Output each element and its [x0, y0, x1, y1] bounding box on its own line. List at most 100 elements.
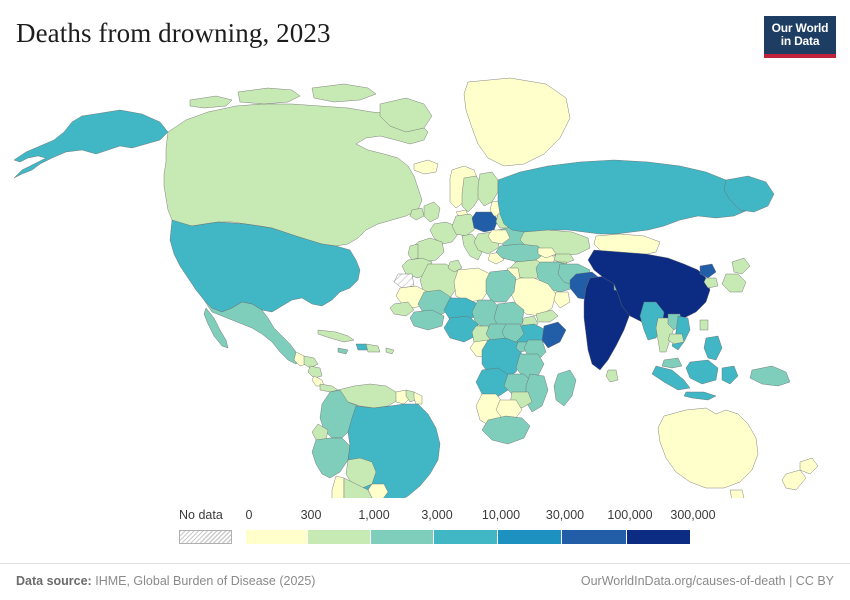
country-libya[interactable]	[454, 268, 490, 302]
country-indonesia-java[interactable]	[684, 392, 716, 400]
country-papua-new-guinea[interactable]	[750, 366, 790, 386]
legend-bin-6[interactable]	[627, 530, 690, 544]
country-somalia[interactable]	[542, 322, 566, 348]
country-cambodia[interactable]	[668, 334, 684, 344]
country-new-zealand-north[interactable]	[800, 458, 818, 474]
legend-tick-3: 3,000	[421, 508, 453, 522]
owid-logo[interactable]: Our World in Data	[764, 16, 836, 58]
country-senegal-guinea[interactable]	[390, 302, 414, 316]
chart-footer: Data source: IHME, Global Burden of Dise…	[0, 563, 850, 600]
country-peru[interactable]	[312, 438, 350, 478]
country-kyrgyzstan[interactable]	[554, 254, 574, 264]
country-malaysia[interactable]	[662, 358, 682, 368]
country-indonesia-sumatra[interactable]	[652, 366, 690, 390]
world-map[interactable]	[0, 74, 850, 498]
legend-tick-6: 100,000	[607, 508, 653, 522]
country-germany[interactable]	[452, 214, 476, 236]
country-dominican-republic[interactable]	[366, 344, 380, 352]
country-united-kingdom[interactable]	[424, 202, 440, 222]
data-source-label: Data source:	[16, 574, 92, 588]
country-oman[interactable]	[554, 292, 570, 308]
country-chile[interactable]	[326, 476, 344, 498]
country-puerto-rico[interactable]	[386, 348, 394, 354]
legend-tick-0: 0	[245, 508, 253, 522]
country-united-states[interactable]	[170, 220, 360, 312]
country-argentina[interactable]	[336, 478, 378, 498]
country-north-korea[interactable]	[700, 264, 716, 278]
country-new-zealand-south[interactable]	[782, 470, 806, 490]
country-nigeria[interactable]	[444, 316, 478, 342]
map-legend: No data 0 300 1,000 3,000 10,000 30,000 …	[0, 508, 850, 552]
country-iceland[interactable]	[414, 160, 438, 174]
legend-tick-2: 1,000	[358, 508, 390, 522]
country-mozambique[interactable]	[526, 374, 548, 412]
country-canada-arctic-2[interactable]	[312, 84, 376, 102]
country-finland[interactable]	[478, 172, 498, 206]
country-indonesia-borneo[interactable]	[686, 360, 718, 384]
legend-bin-0[interactable]	[246, 530, 308, 544]
country-yemen[interactable]	[536, 310, 558, 322]
map-countries-layer[interactable]	[14, 78, 818, 498]
country-western-sahara[interactable]	[394, 274, 414, 288]
country-greenland[interactable]	[464, 78, 570, 166]
country-japan[interactable]	[732, 258, 750, 274]
country-france[interactable]	[430, 222, 458, 244]
data-source-value: IHME, Global Burden of Disease (2025)	[95, 574, 316, 588]
chart-header: Deaths from drowning, 2023 Our World in …	[0, 12, 850, 72]
country-honduras[interactable]	[304, 356, 318, 368]
legend-bin-4[interactable]	[498, 530, 562, 544]
country-angola[interactable]	[476, 368, 510, 398]
country-georgia-armenia-azerbaijan[interactable]	[538, 248, 556, 258]
country-south-sudan[interactable]	[502, 324, 524, 342]
legend-labels: No data 0 300 1,000 3,000 10,000 30,000 …	[0, 508, 850, 526]
legend-tick-1: 300	[300, 508, 322, 522]
legend-tick-7: 300,000	[670, 508, 716, 522]
country-nicaragua[interactable]	[308, 366, 322, 378]
country-russia[interactable]	[498, 160, 752, 234]
legend-tick-4: 10,000	[481, 508, 521, 522]
country-guatemala[interactable]	[294, 352, 306, 366]
country-ivory-coast-ghana[interactable]	[410, 310, 444, 330]
country-romania[interactable]	[488, 230, 510, 244]
country-jamaica[interactable]	[338, 348, 348, 354]
country-french-guiana[interactable]	[414, 392, 422, 404]
country-cuba[interactable]	[318, 330, 354, 342]
country-suriname[interactable]	[406, 390, 416, 402]
legend-bins[interactable]	[246, 530, 690, 544]
country-italy[interactable]	[462, 234, 482, 260]
country-south-korea[interactable]	[704, 278, 718, 288]
country-portugal[interactable]	[408, 244, 418, 260]
legend-tick-5: 30,000	[545, 508, 585, 522]
country-indonesia-sulawesi[interactable]	[722, 366, 738, 384]
country-colombia[interactable]	[320, 390, 358, 438]
country-canada-arctic-1[interactable]	[238, 88, 300, 104]
country-south-africa[interactable]	[482, 416, 530, 444]
country-sri-lanka[interactable]	[606, 370, 618, 382]
country-sweden[interactable]	[462, 176, 482, 212]
country-canada-arctic-3[interactable]	[190, 96, 232, 108]
country-japan-honshu[interactable]	[722, 274, 746, 292]
legend-no-data-swatch[interactable]	[179, 530, 232, 544]
owid-logo-line2: in Data	[780, 34, 820, 48]
world-map-svg[interactable]	[0, 74, 850, 498]
country-baja-california[interactable]	[204, 308, 228, 348]
legend-bin-1[interactable]	[308, 530, 371, 544]
country-canada-baffin[interactable]	[380, 98, 432, 132]
country-australia[interactable]	[658, 408, 758, 488]
country-madagascar[interactable]	[554, 370, 576, 406]
legend-bin-2[interactable]	[371, 530, 434, 544]
page-title: Deaths from drowning, 2023	[16, 18, 331, 48]
country-mali[interactable]	[418, 290, 452, 316]
country-tasmania[interactable]	[730, 490, 744, 498]
owid-logo-line1: Our World	[771, 21, 829, 36]
country-taiwan[interactable]	[700, 320, 708, 330]
attribution-link[interactable]: OurWorldInData.org/causes-of-death | CC …	[580, 574, 834, 588]
country-russia-far-east[interactable]	[724, 176, 774, 212]
country-ireland[interactable]	[410, 208, 424, 220]
country-egypt[interactable]	[486, 270, 516, 302]
legend-bin-3[interactable]	[434, 530, 498, 544]
country-philippines[interactable]	[704, 336, 722, 360]
country-alaska[interactable]	[14, 110, 168, 178]
legend-bin-5[interactable]	[562, 530, 627, 544]
